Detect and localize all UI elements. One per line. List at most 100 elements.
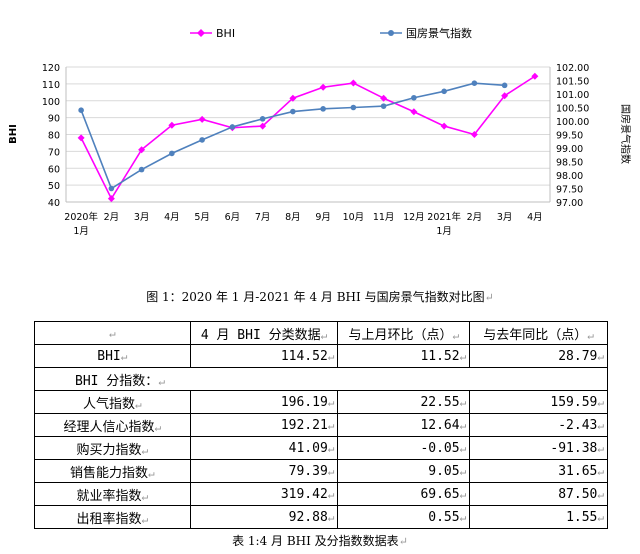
chart-legend: BHI 国房景气指数 bbox=[190, 26, 472, 40]
table-cell-name: 销售能力指数↵ bbox=[34, 459, 191, 483]
table-cell: 0.55↵ bbox=[337, 505, 471, 529]
data-point-guofang bbox=[350, 104, 357, 111]
data-point-guofang bbox=[78, 107, 84, 113]
x-tick-label: 2月 bbox=[104, 212, 120, 223]
x-tick-label: 2020年 bbox=[64, 211, 98, 223]
x-tick-label: 3月 bbox=[497, 212, 513, 223]
data-point-bhi bbox=[501, 92, 509, 100]
x-tick-label: 8月 bbox=[285, 212, 301, 223]
table-cell-name: 出租率指数↵ bbox=[34, 505, 191, 529]
x-tick-label: 10月 bbox=[343, 212, 365, 223]
data-point-bhi bbox=[107, 195, 115, 203]
table-cell: 11.52↵ bbox=[337, 344, 471, 368]
right-tick-label: 100.50 bbox=[556, 104, 589, 115]
x-tick-label: 9月 bbox=[315, 212, 331, 223]
data-point-guofang bbox=[108, 185, 115, 192]
right-tick-label: 100.00 bbox=[556, 117, 589, 128]
data-point-bhi bbox=[138, 146, 146, 154]
left-tick-label: 120 bbox=[42, 63, 60, 74]
table-cell: -0.05↵ bbox=[337, 436, 471, 460]
series-line-bhi bbox=[80, 75, 536, 201]
data-point-guofang bbox=[259, 116, 266, 122]
table-cell: 159.59↵ bbox=[469, 390, 608, 414]
data-point-bhi bbox=[380, 94, 388, 102]
data-point-bhi bbox=[289, 94, 297, 102]
data-point-guofang bbox=[229, 124, 236, 130]
table-row: 就业率指数↵ 319.42↵ 69.65↵ 87.50↵ bbox=[34, 482, 608, 506]
left-tick-label: 80 bbox=[48, 131, 60, 142]
x-tick-label: 3月 bbox=[134, 212, 150, 223]
data-point-bhi bbox=[259, 122, 267, 130]
data-point-bhi bbox=[349, 79, 357, 87]
table-cell: 22.55↵ bbox=[337, 390, 471, 414]
x-tick-label: 12月 bbox=[403, 212, 425, 223]
data-point-guofang bbox=[290, 108, 296, 115]
table-cell: 114.52↵ bbox=[189, 344, 339, 368]
right-tick-label: 99.50 bbox=[556, 131, 583, 142]
table-cell: 319.42↵ bbox=[189, 482, 339, 506]
table-cell: 192.21↵ bbox=[189, 413, 339, 437]
table-header-cell: ↵ bbox=[34, 321, 191, 345]
data-point-guofang bbox=[441, 88, 447, 95]
table-cell-name: 人气指数↵ bbox=[34, 390, 191, 414]
table-cell-name: BHI↵ bbox=[34, 344, 191, 368]
x-tick-label: 4月 bbox=[164, 212, 180, 223]
table-cell: 69.65↵ bbox=[337, 482, 471, 506]
left-tick-label: 60 bbox=[48, 164, 60, 175]
data-point-guofang bbox=[138, 166, 145, 173]
data-point-bhi bbox=[319, 83, 327, 91]
x-tick-label: 2021年 bbox=[427, 211, 461, 223]
x-tick-label: 2月 bbox=[467, 212, 483, 223]
right-tick-label: 101.50 bbox=[556, 77, 589, 88]
table-cell: 31.65↵ bbox=[469, 459, 608, 483]
left-tick-label: 90 bbox=[48, 114, 60, 125]
table-cell: 41.09↵ bbox=[189, 436, 339, 460]
table-row: 销售能力指数↵ 79.39↵ 9.05↵ 31.65↵ bbox=[34, 459, 608, 483]
table-cell: 28.79↵ bbox=[469, 344, 608, 368]
data-point-bhi bbox=[198, 115, 206, 123]
table-cell: -91.38↵ bbox=[469, 436, 608, 460]
bhi-data-table: ↵ 4 月 BHI 分类数据↵ 与上月环比（点）↵ 与去年同比（点）↵ BHI↵… bbox=[34, 321, 608, 529]
right-tick-label: 99.00 bbox=[556, 144, 583, 155]
left-tick-label: 100 bbox=[42, 97, 60, 108]
table-cell-name: 就业率指数↵ bbox=[34, 482, 191, 506]
x-tick-label: 7月 bbox=[255, 212, 271, 223]
data-point-guofang bbox=[320, 106, 326, 112]
table-cell: 87.50↵ bbox=[469, 482, 608, 506]
table-cell: 1.55↵ bbox=[469, 505, 608, 529]
table-cell: 79.39↵ bbox=[189, 459, 339, 483]
table-cell: 196.19↵ bbox=[189, 390, 339, 414]
left-tick-label: 70 bbox=[48, 147, 60, 158]
data-point-guofang bbox=[471, 80, 478, 86]
left-tick-label: 110 bbox=[42, 80, 60, 91]
table-row: 人气指数↵ 196.19↵ 22.55↵ 159.59↵ bbox=[34, 390, 608, 414]
table-cell: 92.88↵ bbox=[189, 505, 339, 529]
right-tick-label: 101.00 bbox=[556, 90, 589, 101]
table-row: 经理人信心指数↵ 192.21↵ 12.64↵ -2.43↵ bbox=[34, 413, 608, 437]
table-cell-name: 购买力指数↵ bbox=[34, 436, 191, 460]
data-point-bhi bbox=[77, 134, 85, 142]
comparison-chart: BHI 国房景气指数 BHI 国房景气指数 40 50 60 70 80 90 100 110… bbox=[8, 26, 632, 237]
right-tick-label: 97.00 bbox=[556, 198, 583, 209]
data-point-guofang bbox=[380, 103, 387, 109]
table-header-cell: 4 月 BHI 分类数据↵ bbox=[189, 321, 339, 345]
table-row: 购买力指数↵ 41.09↵ -0.05↵ -91.38↵ bbox=[34, 436, 608, 460]
table-subheader: BHI 分指数：↵ bbox=[34, 367, 608, 391]
table-caption: 表 1:4 月 BHI 及分指数数据表 bbox=[232, 534, 399, 548]
table-cell-name: 经理人信心指数↵ bbox=[34, 413, 191, 437]
table-header-cell: 与去年同比（点）↵ bbox=[469, 321, 608, 345]
right-tick-label: 98.50 bbox=[556, 158, 583, 169]
x-tick-label-line2: 1月 bbox=[436, 226, 452, 237]
table-header-row: ↵ 4 月 BHI 分类数据↵ 与上月环比（点）↵ 与去年同比（点）↵ bbox=[34, 321, 608, 345]
right-axis-label: 国房景气指数 bbox=[619, 104, 632, 164]
x-tick-label: 4月 bbox=[527, 212, 543, 223]
data-point-guofang bbox=[169, 150, 175, 157]
table-subheader-row: BHI 分指数：↵ bbox=[34, 367, 608, 391]
table-cell: 12.64↵ bbox=[337, 413, 471, 437]
x-tick-label: 5月 bbox=[194, 212, 210, 223]
legend-label-bhi: BHI bbox=[216, 27, 235, 40]
x-tick-label: 6月 bbox=[225, 212, 241, 223]
data-point-guofang bbox=[199, 137, 205, 143]
data-point-bhi bbox=[531, 72, 539, 80]
left-tick-label: 40 bbox=[48, 198, 60, 209]
